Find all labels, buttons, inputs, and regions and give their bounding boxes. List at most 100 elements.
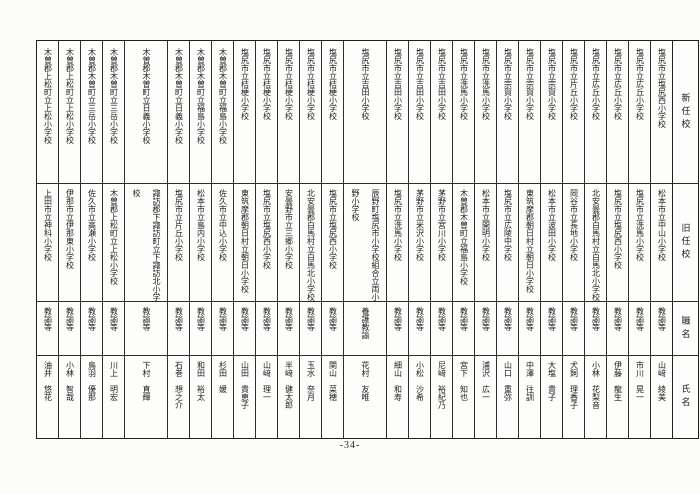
person-column: 塩尻市立塩尻西小学校 松本市立中山小学校 教諭等 山﨑 綾美 [650,41,672,438]
job-title-cell: 教諭等 [59,302,80,356]
old-school-text: 塩尻市立広陵中学校 [503,189,513,261]
job-title-text: 教諭等 [525,307,535,331]
old-school-cell: 塩尻市立洗馬小学校 [629,184,650,302]
old-school-text: 東筑摩郡朝日村立朝日小学校 [525,189,535,293]
job-title-text: 教諭等 [459,307,469,331]
job-title-cell: 教諭等 [453,302,474,356]
old-school-text: 辰野町塩尻市小学校組合立両小野小学校 [351,189,380,301]
name-text: 鳥羽 優那 [87,361,97,401]
person-column: 木曽郡上松町立上松小学校 上田市立神科小学校 教諭等 油井 悠花 [37,41,58,438]
job-title-cell: 教諭等 [212,302,233,356]
name-cell: 伊藤 龍生 [607,356,628,438]
old-school-text: 松本市立波田小学校 [547,189,557,261]
old-school-cell: 塩尻市立洗馬小学校 [387,184,408,302]
name-cell: 花村 友唯 [344,356,386,438]
job-title-text: 教諭等 [503,307,513,331]
old-school-cell: 茅野市立宮川小学校 [431,184,452,302]
job-title-text: 養護教諭 [361,307,370,339]
old-school-cell: 北安曇郡白馬村立白馬北小学校 [300,184,321,302]
job-title-cell: 教諭等 [607,302,628,356]
job-title-text: 教諭等 [43,307,53,331]
person-column: 木曽郡木曽町立日義小学校 塩尻市立片丘小学校 教諭等 石巻 想之介 [167,41,189,438]
name-cell: 玉水 奈月 [300,356,321,438]
new-school-text: 塩尻市立桔梗小学校 [262,48,272,120]
old-school-text: 伊那市立伊那東小学校 [65,189,75,269]
person-column: 塩尻市立吉田小学校 辰野町塩尻市小学校組合立両小野小学校 養護教諭 花村 友唯 [343,41,386,438]
old-school-cell: 塩尻市立広陵中学校 [497,184,518,302]
new-school-cell: 塩尻市立塩尻西小学校 [651,41,672,184]
job-title-text: 教諭等 [262,307,272,331]
new-school-text: 塩尻市立吉田小学校 [393,48,403,120]
new-school-cell: 塩尻市立宗賀小学校 [497,41,518,184]
person-column: 塩尻市立桔梗小学校 塩尻市立塩尻西小学校 教諭等 関山 菜穂 [321,41,343,438]
old-school-cell: 東筑摩郡朝日村立朝日小学校 [519,184,540,302]
name-cell: 市川 晃一 [629,356,650,438]
name-cell: 鳥羽 優那 [81,356,102,438]
personnel-table: 新任校 旧任校 職名 氏名 塩尻市立塩尻西小学校 松本市立中山小学校 教諭等 山… [36,40,699,439]
job-title-text: 教諭等 [218,307,228,331]
new-school-cell: 塩尻市立宗賀小学校 [541,41,562,184]
name-text: 石巻 想之介 [174,361,184,409]
job-title-cell: 教諭等 [278,302,299,356]
job-title-cell: 教諭等 [125,302,167,356]
person-column: 木曽郡木曽町立福島小学校 佐久市立中込小学校 教諭等 杉田 媛 [211,41,233,438]
name-cell: 小松 沙希 [409,356,430,438]
old-school-text: 佐久市立高瀬小学校 [87,189,97,261]
old-school-cell: 松本市立中山小学校 [651,184,672,302]
job-title-text: 教諭等 [142,307,151,331]
job-title-cell: 教諭等 [81,302,102,356]
name-text: 山田 貴恵子 [240,361,250,409]
old-school-text: 塩尻市立洗馬小学校 [393,189,403,261]
name-cell: 山﨑 理一 [256,356,277,438]
name-text: 山﨑 綾美 [657,361,667,401]
old-school-text: 上田市立神科小学校 [43,189,53,261]
job-title-cell: 教諭等 [541,302,562,356]
job-title-text: 教諭等 [328,307,338,331]
new-school-text: 塩尻市立洗馬小学校 [459,48,469,120]
old-school-text: 北安曇郡白馬村立白馬北小学校 [591,189,601,301]
new-school-cell: 塩尻市立桔梗小学校 [278,41,299,184]
job-title-text: 教諭等 [591,307,601,331]
new-school-cell: 塩尻市立洗馬小学校 [475,41,496,184]
job-title-cell: 養護教諭 [344,302,386,356]
job-title-text: 教諭等 [240,307,250,331]
name-text: 杉田 媛 [218,361,228,393]
name-text: 小林 花梨音 [591,361,601,409]
person-column: 塩尻市立吉田小学校 茅野市立米沢小学校 教諭等 小松 沙希 [408,41,430,438]
new-school-text: 塩尻市立桔梗小学校 [240,48,250,120]
person-column: 木曽郡木曽町立三岳小学校 木曽郡上松町立上松小学校 教諭等 川上 明宏 [102,41,124,438]
job-title-cell: 教諭等 [322,302,343,356]
job-title-text: 教諭等 [306,307,316,331]
person-column: 塩尻市立広丘小学校 塩尻市立洗馬小学校 教諭等 市川 晃一 [628,41,650,438]
job-title-text: 教諭等 [65,307,75,331]
job-title-cell: 教諭等 [103,302,124,356]
old-school-cell: 北安曇郡白馬村立白馬北小学校 [585,184,606,302]
name-text: 花村 友唯 [361,361,370,401]
old-school-text: 茅野市立宮川小学校 [437,189,447,261]
job-title-text: 教諭等 [613,307,623,331]
person-column: 塩尻市立吉田小学校 茅野市立宮川小学校 教諭等 尼﨑 裕紀乃 [430,41,452,438]
job-title-cell: 教諭等 [409,302,430,356]
new-school-text: 塩尻市立片丘小学校 [569,48,579,120]
name-cell: 犬飼 理香子 [563,356,584,438]
name-text: 中澤 往訓 [525,361,535,401]
name-cell: 中澤 往訓 [519,356,540,438]
old-school-cell: 岡谷市立長地小学校 [563,184,584,302]
new-school-text: 塩尻市立桔梗小学校 [328,48,338,120]
name-text: 尼﨑 裕紀乃 [437,361,447,409]
name-cell: 和田 裕太 [190,356,211,438]
person-column: 塩尻市立洗馬小学校 木曽郡木曽町立福島小学校 教諭等 宮下 知也 [452,41,474,438]
old-school-text: 塩尻市立洗馬小学校 [635,189,645,261]
old-school-cell: 辰野町塩尻市小学校組合立両小野小学校 [344,184,386,302]
old-school-cell: 上田市立神科小学校 [37,184,58,302]
new-school-cell: 木曽郡木曽町立日義小学校 [168,41,189,184]
name-cell: 油井 悠花 [37,356,58,438]
job-title-text: 教諭等 [481,307,491,331]
name-text: 宮下 知也 [459,361,469,401]
name-text: 市川 晃一 [635,361,645,401]
job-title-cell: 教諭等 [387,302,408,356]
header-name-label: 氏名 [680,384,691,410]
new-school-text: 木曽郡上松町立上松小学校 [43,48,53,144]
person-column: 塩尻市立桔梗小学校 塩尻市立塩尻西小学校 教諭等 山﨑 理一 [255,41,277,438]
name-cell: 関山 菜穂 [322,356,343,438]
